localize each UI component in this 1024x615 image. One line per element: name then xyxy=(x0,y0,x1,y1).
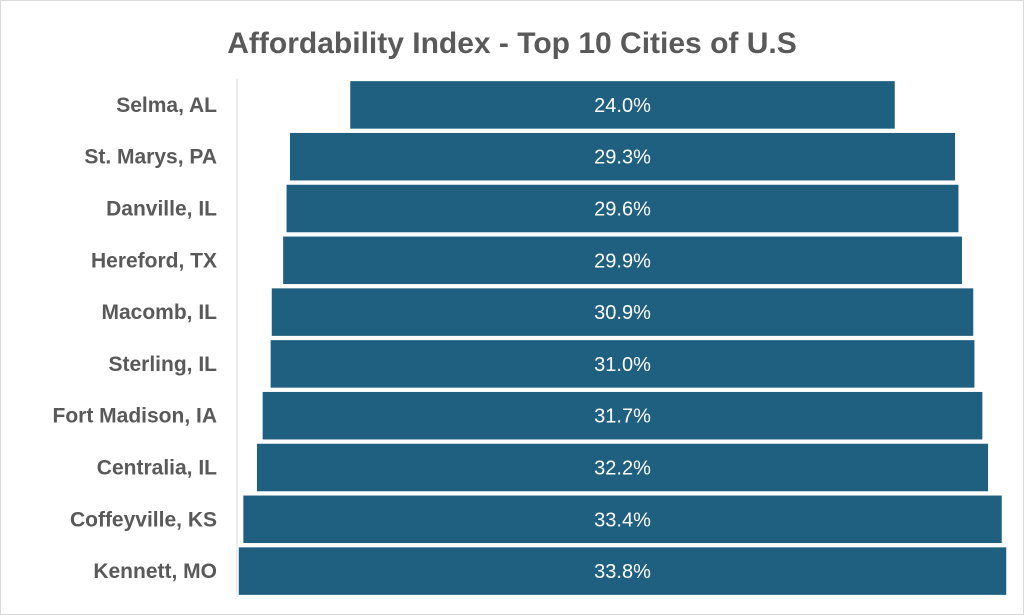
funnel-bar xyxy=(288,131,957,182)
category-label: Danville, IL xyxy=(106,198,217,221)
funnel-bar xyxy=(261,390,984,441)
funnel-bar xyxy=(255,442,990,493)
data-label: 29.9% xyxy=(594,250,651,272)
category-label: Centralia, IL xyxy=(97,457,217,480)
category-label: Kennett, MO xyxy=(93,560,217,583)
data-label: 24.0% xyxy=(594,95,651,117)
data-label: 33.4% xyxy=(594,509,651,531)
value-labels-layer: 24.0% 29.3% 29.6% 29.9% 30.9% 31.0% 31.7% 32.2%… xyxy=(594,95,651,583)
funnel-bar xyxy=(237,545,1008,597)
funnel-bar xyxy=(241,494,1004,545)
category-label: Sterling, IL xyxy=(108,353,217,376)
chart-title: Affordability Index - Top 10 Cities of U… xyxy=(227,27,797,60)
data-label: 30.9% xyxy=(594,302,651,324)
category-labels-layer: Selma, AL St. Marys, PA Danville, IL Herefo… xyxy=(53,94,218,583)
category-label: Coffeyville, KS xyxy=(70,508,217,531)
data-label: 33.8% xyxy=(594,561,651,583)
data-label: 29.6% xyxy=(594,199,651,221)
category-label: Hereford, TX xyxy=(91,249,217,272)
funnel-bar xyxy=(348,79,897,131)
data-label: 29.3% xyxy=(594,147,651,169)
data-label: 32.2% xyxy=(594,458,651,480)
category-label: Fort Madison, IA xyxy=(53,405,218,428)
data-label: 31.0% xyxy=(594,354,651,376)
funnel-bar xyxy=(270,286,975,338)
funnel-bar xyxy=(281,235,964,286)
category-label: St. Marys, PA xyxy=(84,146,217,169)
funnel-bar xyxy=(269,338,976,390)
data-label: 31.7% xyxy=(594,406,651,428)
bars-layer xyxy=(237,79,1008,597)
category-label: Selma, AL xyxy=(116,94,217,117)
funnel-bar xyxy=(285,183,960,234)
category-label: Macomb, IL xyxy=(101,301,217,324)
